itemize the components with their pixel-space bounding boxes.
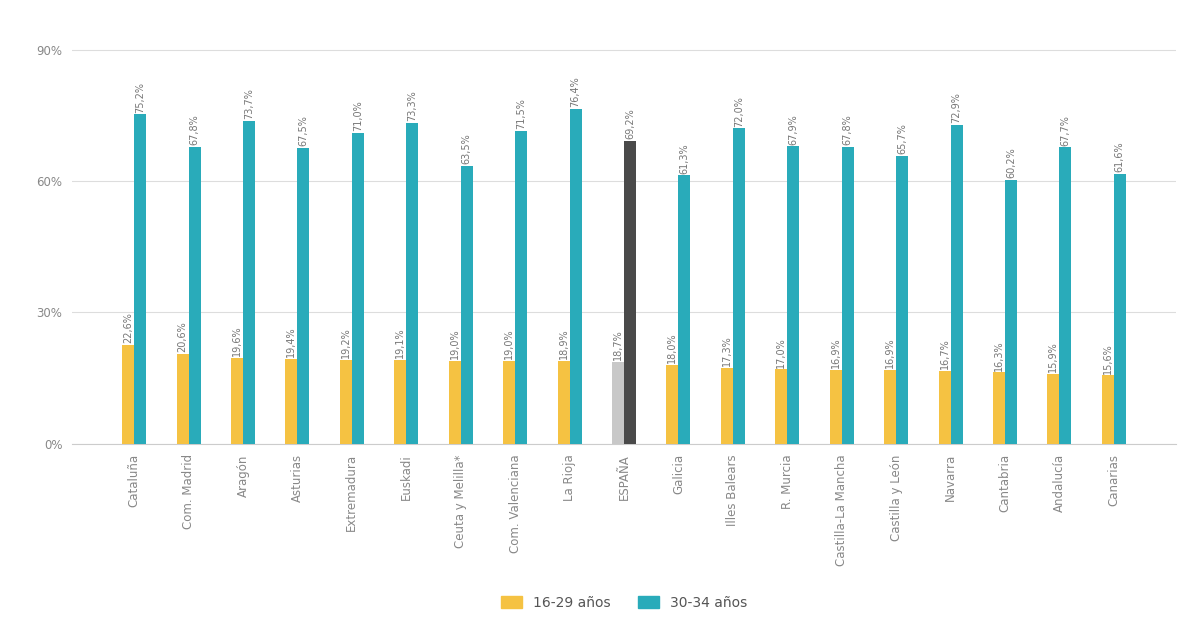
Bar	[515, 131, 527, 444]
Text: 73,3%: 73,3%	[407, 90, 418, 121]
Bar	[841, 147, 853, 444]
Text: 16,7%: 16,7%	[940, 338, 949, 369]
Bar	[298, 148, 310, 444]
Text: 67,7%: 67,7%	[1061, 115, 1070, 146]
Bar	[884, 370, 896, 444]
Bar	[352, 133, 364, 444]
Text: 18,9%: 18,9%	[558, 328, 569, 359]
Text: 67,8%: 67,8%	[842, 114, 853, 145]
Text: 61,6%: 61,6%	[1115, 141, 1124, 172]
Text: 19,0%: 19,0%	[504, 328, 514, 359]
Text: 19,6%: 19,6%	[232, 326, 242, 356]
Text: 73,7%: 73,7%	[244, 88, 254, 119]
Text: 16,3%: 16,3%	[994, 340, 1004, 371]
Bar	[666, 365, 678, 444]
Bar	[829, 370, 841, 444]
Text: 18,0%: 18,0%	[667, 333, 678, 363]
Bar	[950, 124, 962, 444]
Text: 20,6%: 20,6%	[178, 321, 187, 352]
Bar	[721, 368, 733, 444]
Text: 69,2%: 69,2%	[625, 108, 635, 139]
Bar	[994, 372, 1004, 444]
Text: 72,9%: 72,9%	[952, 92, 961, 123]
Text: 16,9%: 16,9%	[886, 337, 895, 368]
Bar	[1060, 147, 1072, 444]
Text: 60,2%: 60,2%	[1006, 148, 1016, 178]
Bar	[232, 358, 244, 444]
Bar	[624, 141, 636, 444]
Bar	[678, 176, 690, 444]
Text: 61,3%: 61,3%	[679, 143, 690, 174]
Bar	[286, 359, 298, 444]
Text: 63,5%: 63,5%	[462, 133, 472, 164]
Bar	[1102, 375, 1114, 444]
Text: 71,0%: 71,0%	[353, 100, 362, 131]
Text: 19,2%: 19,2%	[341, 327, 350, 358]
Bar	[188, 147, 200, 444]
Bar	[775, 370, 787, 444]
Bar	[733, 129, 745, 444]
Bar	[395, 360, 407, 444]
Bar	[134, 115, 146, 444]
Bar	[896, 156, 908, 444]
Bar	[1048, 374, 1060, 444]
Text: 15,9%: 15,9%	[1049, 342, 1058, 372]
Bar	[1114, 174, 1126, 444]
Bar	[570, 109, 582, 444]
Text: 19,0%: 19,0%	[450, 328, 460, 359]
Text: 67,9%: 67,9%	[788, 114, 798, 145]
Text: 67,8%: 67,8%	[190, 114, 199, 145]
Text: 18,7%: 18,7%	[613, 330, 623, 360]
Text: 19,1%: 19,1%	[395, 328, 406, 358]
Text: 17,3%: 17,3%	[722, 335, 732, 366]
Text: 65,7%: 65,7%	[898, 124, 907, 154]
Bar	[503, 361, 515, 444]
Bar	[340, 359, 352, 444]
Text: 76,4%: 76,4%	[570, 77, 581, 108]
Bar	[244, 121, 254, 444]
Text: 22,6%: 22,6%	[124, 312, 133, 343]
Legend: 16-29 años, 30-34 años: 16-29 años, 30-34 años	[496, 590, 752, 615]
Bar	[938, 371, 950, 444]
Text: 15,6%: 15,6%	[1103, 343, 1112, 373]
Bar	[122, 345, 134, 444]
Text: 75,2%: 75,2%	[136, 82, 145, 113]
Text: 67,5%: 67,5%	[299, 115, 308, 146]
Bar	[612, 362, 624, 444]
Bar	[449, 361, 461, 444]
Bar	[787, 146, 799, 444]
Bar	[461, 165, 473, 444]
Text: 16,9%: 16,9%	[830, 337, 841, 368]
Bar	[407, 123, 419, 444]
Text: 17,0%: 17,0%	[776, 337, 786, 368]
Text: 19,4%: 19,4%	[287, 327, 296, 357]
Text: 71,5%: 71,5%	[516, 98, 526, 129]
Bar	[176, 354, 188, 444]
Bar	[558, 361, 570, 444]
Text: 72,0%: 72,0%	[734, 96, 744, 127]
Bar	[1004, 180, 1016, 444]
